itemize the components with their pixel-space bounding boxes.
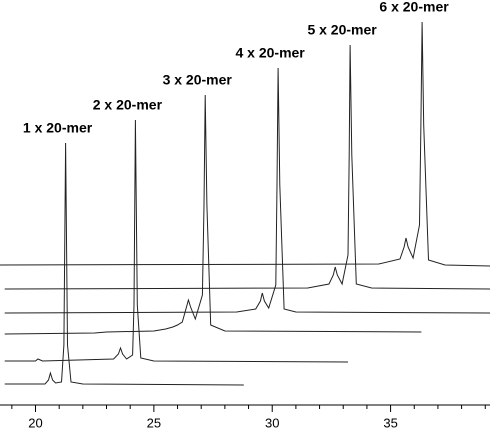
peak-label: 5 x 20-mer <box>307 22 377 38</box>
peak-label: 3 x 20-mer <box>163 72 233 88</box>
x-tick-label: 25 <box>147 415 161 430</box>
x-tick-label: 20 <box>28 415 42 430</box>
peak-label: 6 x 20-mer <box>379 0 449 15</box>
x-tick-label: 30 <box>265 415 279 430</box>
trace <box>4 67 490 314</box>
trace <box>4 94 422 335</box>
trace <box>4 142 244 386</box>
trace <box>4 44 490 290</box>
peak-label: 2 x 20-mer <box>93 97 163 113</box>
peak-label: 4 x 20-mer <box>235 45 305 61</box>
trace <box>0 21 490 267</box>
peak-label: 1 x 20-mer <box>23 120 93 136</box>
x-tick-label: 35 <box>383 415 397 430</box>
